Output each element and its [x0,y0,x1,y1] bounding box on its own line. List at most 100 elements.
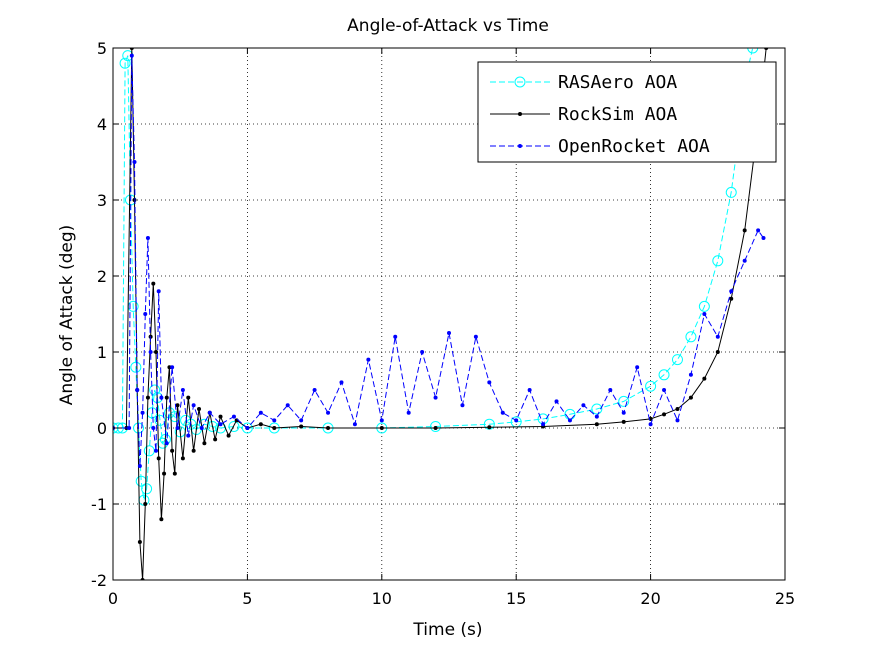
data-point-rocksim-aoa [145,395,150,400]
data-point-openrocket-aoa [594,414,599,419]
data-point-rasaero-aoa [154,414,166,426]
data-point-rocksim-aoa [170,448,175,453]
data-point-openrocket-aoa [285,403,290,408]
data-point-rocksim-aoa [742,228,747,233]
data-point-openrocket-aoa [608,388,613,392]
data-point-openrocket-aoa [299,418,304,423]
data-point-openrocket-aoa [460,403,465,408]
data-point-rocksim-aoa [191,448,196,453]
data-point-rasaero-aoa [228,420,240,432]
data-point-openrocket-aoa [742,258,747,263]
data-point-rasaero-aoa [645,380,657,392]
y-tick-label: 2 [97,267,107,286]
data-point-rasaero-aoa [725,186,737,198]
x-tick-label: 15 [506,589,526,608]
data-point-openrocket-aoa [756,228,761,233]
data-point-rocksim-aoa [487,425,492,430]
data-point-openrocket-aoa [715,334,720,339]
data-point-openrocket-aoa [473,334,478,339]
data-point-rocksim-aoa [143,502,148,506]
data-point-rocksim-aoa [326,426,331,430]
data-point-openrocket-aoa [688,372,693,377]
data-point-rasaero-aoa [747,48,759,54]
data-point-openrocket-aoa [393,334,398,339]
data-point-openrocket-aoa [326,410,331,415]
data-point-openrocket-aoa [487,380,492,385]
data-point-rocksim-aoa [213,437,218,442]
data-point-openrocket-aoa [729,289,734,294]
legend-label-rasaero-aoa: RASAero AOA [558,72,677,93]
x-tick-label: 20 [640,589,660,608]
data-point-rasaero-aoa [658,369,670,381]
data-point-openrocket-aoa [186,433,191,438]
data-point-openrocket-aoa [514,418,519,423]
data-point-openrocket-aoa [140,410,145,415]
data-point-openrocket-aoa [137,464,142,468]
data-point-rocksim-aoa [218,414,223,419]
data-point-openrocket-aoa [635,365,640,370]
plot-frame [112,47,786,581]
legend-marker-openrocket-aoa [518,144,522,148]
series-group [113,48,769,580]
y-tick-label: -2 [91,571,107,590]
y-tick-label: 5 [97,39,107,58]
data-point-openrocket-aoa [352,422,357,427]
data-point-openrocket-aoa [218,422,223,427]
data-point-openrocket-aoa [170,365,175,370]
y-axis-label: Angle of Attack (deg) [57,225,77,406]
data-point-openrocket-aoa [151,426,156,430]
data-point-openrocket-aoa [199,426,204,430]
data-point-openrocket-aoa [406,410,411,415]
data-point-openrocket-aoa [159,395,164,400]
data-point-openrocket-aoa [272,418,277,423]
y-tick-label: 0 [97,419,107,438]
data-point-openrocket-aoa [621,410,626,415]
data-point-openrocket-aoa [702,312,707,316]
data-point-rocksim-aoa [258,422,263,427]
data-point-rocksim-aoa [151,281,156,286]
y-tick-label: 1 [97,343,107,362]
data-point-openrocket-aoa [258,410,263,415]
data-point-openrocket-aoa [231,414,236,419]
data-point-openrocket-aoa [675,418,680,423]
axis-ticks: 0 5 10 15 20 25 -2 -1 0 1 2 3 4 5 [91,39,795,608]
data-point-rocksim-aoa [164,395,169,400]
data-point-rocksim-aoa [729,296,734,301]
x-axis-label: Time (s) [412,620,482,640]
data-point-openrocket-aoa [541,422,546,427]
data-point-openrocket-aoa [379,418,384,423]
data-point-rasaero-aoa [685,331,697,343]
series-line-rasaero-aoa [113,48,754,501]
data-point-rocksim-aoa [702,376,707,381]
data-point-rocksim-aoa [180,456,185,461]
legend-label-rocksim-aoa: RockSim AOA [558,104,677,125]
data-point-openrocket-aoa [135,388,140,392]
legend-label-openrocket-aoa: OpenRocket AOA [558,136,710,157]
data-point-openrocket-aoa [662,388,667,392]
y-tick-label: 3 [97,191,107,210]
data-point-openrocket-aoa [207,410,212,415]
y-tick-label: -1 [91,495,107,514]
data-point-rocksim-aoa [154,350,159,354]
data-point-openrocket-aoa [129,53,134,58]
data-point-rocksim-aoa [197,407,202,411]
data-point-rocksim-aoa [379,426,384,430]
data-point-openrocket-aoa [366,357,371,362]
data-point-openrocket-aoa [191,403,196,408]
legend-box [477,61,777,163]
data-point-rasaero-aoa [119,57,131,69]
data-point-openrocket-aoa [648,422,653,427]
data-point-rocksim-aoa [162,471,167,476]
data-point-openrocket-aoa [127,426,132,430]
data-point-rocksim-aoa [272,426,277,430]
data-point-rasaero-aoa [712,255,724,267]
data-point-openrocket-aoa [447,331,451,335]
data-point-rasaero-aoa [169,411,181,423]
data-point-openrocket-aoa [175,426,180,430]
data-point-rocksim-aoa [675,407,680,411]
data-point-rasaero-aoa [698,300,710,312]
x-tick-label: 5 [242,589,252,608]
x-tick-label: 25 [775,589,795,608]
data-point-rocksim-aoa [202,441,207,446]
data-point-openrocket-aoa [164,441,169,446]
